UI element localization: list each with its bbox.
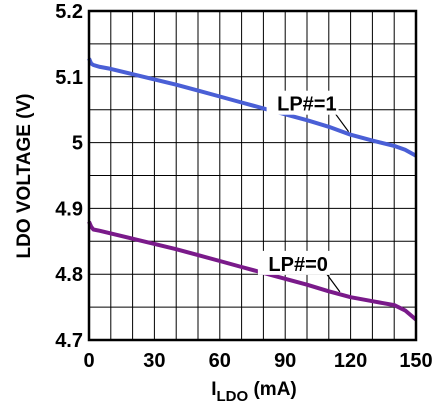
annotation-label: LP#=0 — [268, 254, 327, 276]
annotation-leader-line — [334, 112, 350, 133]
plot-frame — [87, 9, 418, 342]
y-tick-label: 4.9 — [55, 198, 83, 220]
x-tick-label: 120 — [334, 350, 367, 372]
annotation-label: LP#=1 — [277, 94, 336, 116]
x-axis-label: ILDO (mA) — [211, 379, 297, 405]
series-line-lp0 — [87, 220, 418, 322]
y-tick-label: 5.1 — [55, 67, 83, 89]
x-tick-label: 30 — [143, 350, 165, 372]
x-tick-label: 0 — [83, 350, 94, 372]
x-axis-label-unit: (mA) — [248, 379, 297, 400]
annotation-background — [257, 250, 330, 275]
y-tick-label: 5.2 — [55, 1, 83, 23]
series-line-lp1 — [87, 57, 417, 158]
y-axis-label: LDO VOLTAGE (V) — [14, 93, 35, 258]
x-tick-label: 150 — [399, 350, 432, 372]
annotation-leader-line — [325, 272, 341, 293]
y-tick-label: 4.8 — [55, 264, 83, 286]
x-tick-label: 90 — [274, 350, 296, 372]
x-tick-label: 60 — [209, 350, 231, 372]
x-axis-label-main: I — [211, 379, 216, 400]
grid — [89, 11, 416, 340]
annotations: LP#=1 LP#=0 — [257, 90, 350, 293]
tick-labels: 0 30 60 90 120 150 4.7 4.8 4.9 5 5.1 5.2 — [55, 1, 433, 372]
y-tick-label: 5 — [72, 133, 83, 155]
y-tick-label: 4.7 — [55, 330, 83, 352]
annotation-background — [266, 90, 339, 115]
x-axis-label-subscript: LDO — [217, 388, 249, 405]
series-lines — [87, 57, 418, 322]
